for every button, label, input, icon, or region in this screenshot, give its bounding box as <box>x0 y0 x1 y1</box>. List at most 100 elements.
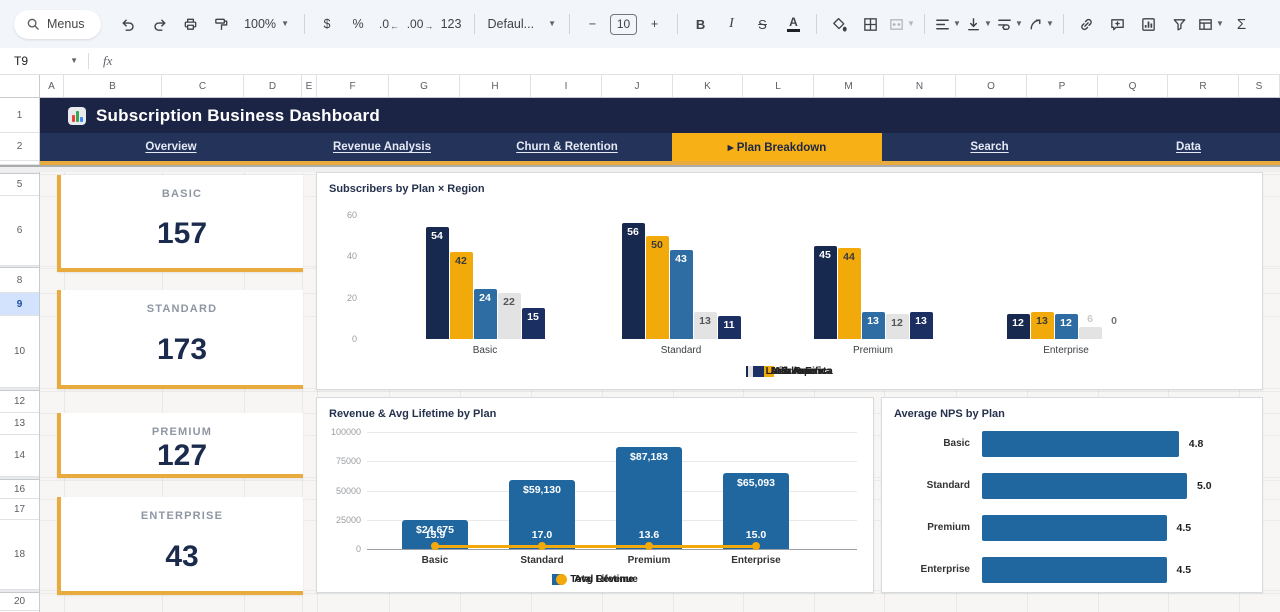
column-header-h[interactable]: H <box>460 75 531 97</box>
x-axis-label: Basic <box>421 555 449 566</box>
column-header-e[interactable]: E <box>302 75 317 97</box>
row-header-hidden[interactable] <box>0 172 39 174</box>
format-percent-button[interactable]: % <box>345 10 372 38</box>
insert-comment-button[interactable] <box>1104 10 1131 38</box>
column-header-f[interactable]: F <box>317 75 389 97</box>
italic-button[interactable]: I <box>718 10 745 38</box>
fill-color-button[interactable] <box>826 10 853 38</box>
tab-churn-retention[interactable]: Churn & Retention <box>516 141 618 153</box>
table-views-button[interactable]: ▼ <box>1197 10 1224 38</box>
font-selector[interactable]: Defaul... ▼ <box>484 10 560 38</box>
select-all-corner[interactable] <box>0 75 40 97</box>
paint-format-button[interactable] <box>208 10 235 38</box>
row-header-14[interactable]: 14 <box>0 435 39 477</box>
kpi-card-enterprise[interactable]: ENTERPRISE 43 <box>57 497 303 595</box>
bar-standard-asia-pacific <box>669 249 693 339</box>
redo-button[interactable] <box>146 10 173 38</box>
kpi-card-basic[interactable]: BASIC 157 <box>57 175 303 272</box>
column-header-d[interactable]: D <box>244 75 302 97</box>
row-header-10[interactable]: 10 <box>0 316 39 388</box>
merge-cells-button[interactable]: ▼ <box>888 10 915 38</box>
column-header-s[interactable]: S <box>1239 75 1280 97</box>
filter-button[interactable] <box>1166 10 1193 38</box>
name-box[interactable]: T9 ▼ <box>0 48 88 74</box>
kpi-card-premium[interactable]: PREMIUM 127 <box>57 413 303 478</box>
decrease-font-size-button[interactable]: − <box>579 10 606 38</box>
column-header-a[interactable]: A <box>40 75 64 97</box>
format-currency-button[interactable]: $ <box>314 10 341 38</box>
column-header-i[interactable]: I <box>531 75 602 97</box>
column-header-l[interactable]: L <box>743 75 814 97</box>
row-header-1[interactable]: 1 <box>0 98 39 133</box>
menus-button[interactable]: Menus <box>14 9 101 39</box>
category-label: Enterprise <box>920 564 970 575</box>
insert-chart-button[interactable] <box>1135 10 1162 38</box>
row-header-12[interactable]: 12 <box>0 391 39 413</box>
vertical-align-button[interactable]: ▼ <box>965 10 992 38</box>
tab-overview[interactable]: Overview <box>145 141 197 153</box>
tab-data[interactable]: Data <box>1176 141 1201 153</box>
dashboard-nav: Overview Revenue Analysis Churn & Retentio… <box>40 133 1280 161</box>
row-header-20[interactable]: 20 <box>0 593 39 611</box>
row-header-8[interactable]: 8 <box>0 268 39 293</box>
tab-plan-breakdown[interactable]: ▸ Plan Breakdown <box>672 133 882 161</box>
chart-revenue-avg-lifetime[interactable]: Revenue & Avg Lifetime by Plan 0 25000 500… <box>316 397 874 593</box>
zoom-value: 100% <box>244 17 277 31</box>
column-header-c[interactable]: C <box>162 75 244 97</box>
row-header-hidden[interactable] <box>0 477 39 480</box>
column-header-j[interactable]: J <box>602 75 673 97</box>
row-header-hidden[interactable] <box>0 161 39 165</box>
divider <box>1063 14 1065 34</box>
text-rotation-button[interactable]: ▼ <box>1027 10 1054 38</box>
row-header-2[interactable]: 2 <box>0 133 39 161</box>
increase-font-size-button[interactable]: + <box>641 10 668 38</box>
row-header-16[interactable]: 16 <box>0 480 39 499</box>
print-button[interactable] <box>177 10 204 38</box>
row-header-hidden[interactable] <box>0 388 39 391</box>
column-header-m[interactable]: M <box>814 75 884 97</box>
chevron-down-icon: ▼ <box>984 19 992 28</box>
row-header-hidden[interactable] <box>0 266 39 268</box>
horizontal-align-button[interactable]: ▼ <box>934 10 961 38</box>
column-header-r[interactable]: R <box>1168 75 1239 97</box>
bar-standard-nps <box>982 473 1187 499</box>
row-header-9[interactable]: 9 <box>0 293 39 316</box>
strikethrough-button[interactable]: S <box>749 10 776 38</box>
chart-average-nps[interactable]: Average NPS by Plan Basic 4.8 Standard 5.0 P… <box>881 397 1263 593</box>
column-header-q[interactable]: Q <box>1098 75 1168 97</box>
column-header-b[interactable]: B <box>64 75 162 97</box>
tab-revenue-analysis[interactable]: Revenue Analysis <box>332 141 431 153</box>
row-header-hidden[interactable] <box>0 590 39 593</box>
row-header-5[interactable]: 5 <box>0 174 39 196</box>
column-header-n[interactable]: N <box>884 75 956 97</box>
avg-lifetime-line <box>435 545 756 548</box>
row-header-18[interactable]: 18 <box>0 520 39 590</box>
kpi-value: 43 <box>165 539 199 573</box>
row-header-17[interactable]: 17 <box>0 499 39 520</box>
column-header-o[interactable]: O <box>956 75 1027 97</box>
decrease-decimal-button[interactable]: .0 ← <box>376 10 403 38</box>
row-header-6[interactable]: 6 <box>0 196 39 266</box>
more-formats-button[interactable]: 123 <box>438 10 465 38</box>
row-header-13[interactable]: 13 <box>0 413 39 435</box>
gridline <box>367 519 857 521</box>
increase-decimal-button[interactable]: .00 → <box>407 10 434 38</box>
text-wrap-button[interactable]: ▼ <box>996 10 1023 38</box>
bold-button[interactable]: B <box>687 10 714 38</box>
chart-subscribers-by-plan-region[interactable]: Subscribers by Plan × Region 0 20 40 60 54 42… <box>316 172 1263 390</box>
column-header-g[interactable]: G <box>389 75 460 97</box>
category-label: Basic <box>943 438 970 449</box>
zoom-control[interactable]: 100% ▼ <box>239 10 295 38</box>
column-header-k[interactable]: K <box>673 75 743 97</box>
text-color-button[interactable]: A <box>780 10 807 38</box>
kpi-card-standard[interactable]: STANDARD 173 <box>57 290 303 389</box>
functions-button[interactable]: Σ <box>1228 10 1255 38</box>
font-size-input[interactable]: 10 <box>610 13 638 35</box>
insert-link-button[interactable] <box>1073 10 1100 38</box>
tab-search[interactable]: Search <box>970 141 1009 153</box>
chevron-down-icon: ▼ <box>70 56 78 65</box>
borders-button[interactable] <box>857 10 884 38</box>
y-axis-tick: 20 <box>346 292 357 303</box>
undo-button[interactable] <box>115 10 142 38</box>
column-header-p[interactable]: P <box>1027 75 1098 97</box>
